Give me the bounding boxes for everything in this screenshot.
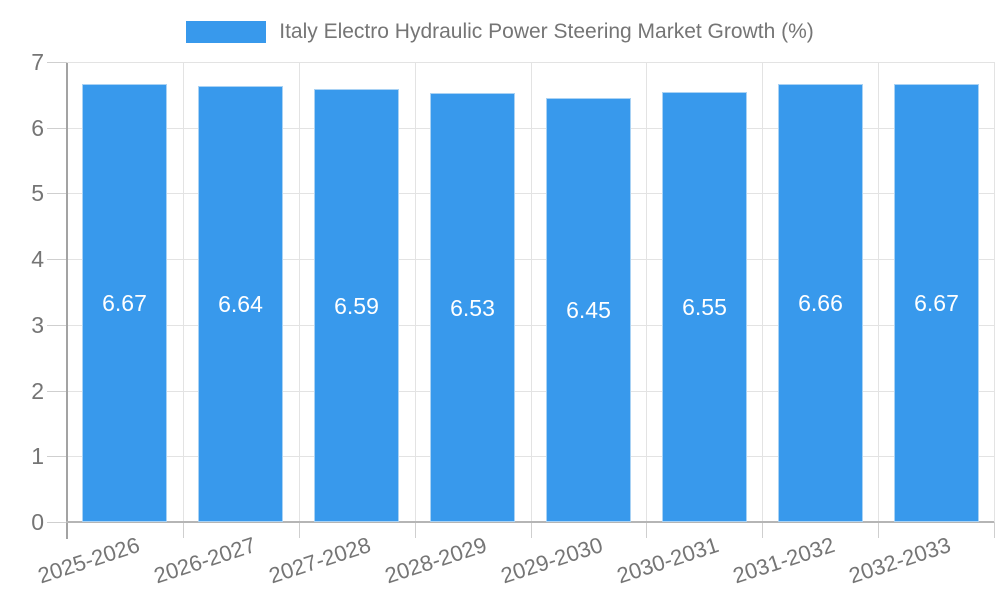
- x-axis-label: 2031-2032: [729, 532, 838, 589]
- x-axis-tick: [299, 522, 300, 538]
- x-gridline: [183, 62, 184, 522]
- x-gridline: [646, 62, 647, 522]
- y-axis-tick: [47, 456, 67, 457]
- bar[interactable]: 6.45: [546, 98, 631, 522]
- y-axis-line: [66, 63, 68, 539]
- y-axis-label: 0: [31, 509, 44, 535]
- x-axis-label: 2032-2033: [845, 532, 954, 589]
- chart-legend[interactable]: Italy Electro Hydraulic Power Steering M…: [0, 14, 1000, 50]
- x-gridline: [878, 62, 879, 522]
- x-gridline: [994, 62, 995, 522]
- x-axis-line: [66, 521, 994, 523]
- bar[interactable]: 6.64: [198, 86, 283, 522]
- x-axis-label: 2027-2028: [266, 532, 375, 589]
- bar-value-label: 6.59: [334, 292, 379, 319]
- x-axis-tick: [531, 522, 532, 538]
- x-gridline: [531, 62, 532, 522]
- x-axis-label: 2026-2027: [150, 532, 259, 589]
- bar-value-label: 6.53: [450, 294, 495, 321]
- bar-value-label: 6.66: [798, 290, 843, 316]
- y-gridline: [67, 391, 994, 392]
- x-axis-tick: [646, 522, 647, 538]
- y-gridline: [47, 62, 994, 63]
- y-gridline: [67, 456, 994, 457]
- y-axis-label: 4: [31, 246, 44, 272]
- y-axis-label: 6: [31, 115, 44, 141]
- y-axis-tick: [47, 128, 67, 129]
- y-axis-label: 1: [31, 443, 44, 469]
- y-axis-tick: [47, 62, 67, 63]
- y-gridline: [67, 259, 994, 260]
- y-axis-label: 3: [31, 312, 44, 338]
- x-axis-tick: [878, 522, 879, 538]
- legend-label: Italy Electro Hydraulic Power Steering M…: [279, 20, 814, 43]
- x-gridline: [299, 62, 300, 522]
- y-axis-tick: [47, 325, 67, 326]
- x-gridline: [762, 62, 763, 522]
- y-axis-label: 7: [31, 49, 44, 75]
- x-axis-label: 2025-2026: [34, 532, 143, 589]
- bar-value-label: 6.45: [566, 297, 611, 323]
- bar-value-label: 6.67: [914, 290, 959, 316]
- y-gridline: [67, 325, 994, 326]
- x-axis-label: 2029-2030: [498, 532, 606, 589]
- y-axis-tick: [47, 391, 67, 392]
- bar-value-label: 6.64: [218, 291, 263, 317]
- y-axis-tick: [47, 522, 67, 523]
- x-axis-label: 2030-2031: [613, 532, 722, 589]
- bar-value-label: 6.67: [102, 290, 147, 316]
- x-axis-tick: [183, 522, 184, 538]
- x-axis-tick: [415, 522, 416, 538]
- bar[interactable]: 6.66: [778, 84, 863, 522]
- y-gridline: [67, 193, 994, 194]
- bar[interactable]: 6.67: [894, 84, 979, 522]
- bar-value-label: 6.55: [682, 294, 727, 320]
- bar[interactable]: 6.55: [662, 92, 747, 522]
- x-axis-label: 2028-2029: [382, 532, 490, 589]
- legend-swatch-icon: [186, 21, 267, 43]
- x-axis-tick: [762, 522, 763, 538]
- bar[interactable]: 6.59: [314, 89, 399, 522]
- y-axis-tick: [47, 259, 67, 260]
- x-axis-tick: [994, 522, 995, 538]
- y-axis-label: 2: [31, 378, 44, 404]
- y-gridline: [67, 128, 994, 129]
- bar[interactable]: 6.53: [430, 93, 515, 522]
- y-axis-label: 5: [31, 180, 44, 206]
- x-gridline: [415, 62, 416, 522]
- y-axis-tick: [47, 193, 67, 194]
- bar[interactable]: 6.67: [82, 84, 167, 522]
